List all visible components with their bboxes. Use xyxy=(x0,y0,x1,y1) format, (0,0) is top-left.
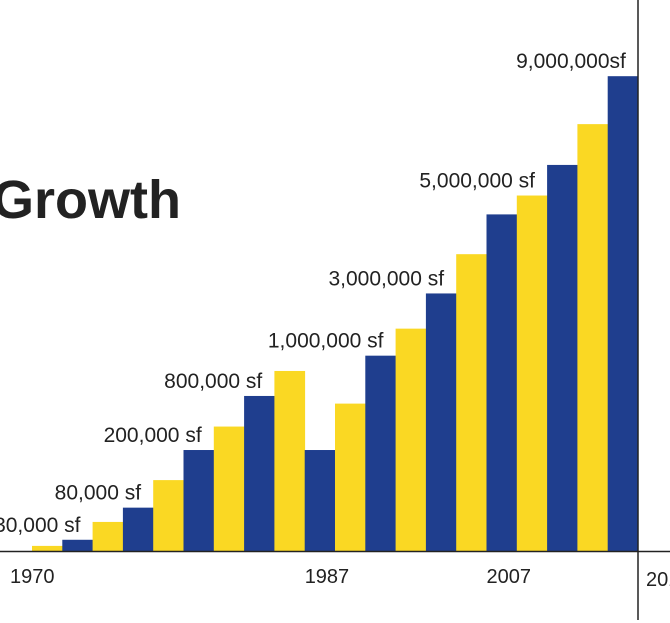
annotation-2: 200,000 sf xyxy=(104,424,202,447)
bar-8 xyxy=(274,370,306,551)
bars-group xyxy=(32,76,639,551)
annotation-3: 800,000 sf xyxy=(164,370,262,393)
bar-14 xyxy=(456,254,487,551)
x-tick-1970: 1970 xyxy=(10,566,55,588)
bar-13 xyxy=(425,293,457,551)
bar-5 xyxy=(183,450,215,551)
bar-15 xyxy=(486,214,518,551)
bar-2 xyxy=(92,521,124,551)
annotation-4: 1,000,000 sf xyxy=(268,330,384,353)
x-ticks-group: 1970 1987 2007 2019 xyxy=(10,566,670,591)
bar-17 xyxy=(547,164,578,551)
x-tick-2007: 2007 xyxy=(487,566,532,588)
bar-11 xyxy=(365,355,396,551)
x-tick-1987: 1987 xyxy=(305,566,350,588)
annotation-1: 80,000 sf xyxy=(55,482,142,505)
bar-19 xyxy=(607,76,639,551)
annotation-6: 5,000,000 sf xyxy=(419,170,535,193)
bar-3 xyxy=(122,507,154,551)
bar-10 xyxy=(335,403,366,551)
annotation-5: 3,000,000 sf xyxy=(328,267,444,290)
x-tick-2019: 2019 xyxy=(646,569,670,591)
bar-18 xyxy=(577,124,609,551)
bar-4 xyxy=(153,480,184,551)
annotation-0: 30,000 sf xyxy=(0,514,81,537)
bar-12 xyxy=(395,328,427,551)
annotation-7: 9,000,000sf xyxy=(516,50,626,73)
bar-0 xyxy=(32,545,63,551)
annotations-group: 30,000 sf 80,000 sf 200,000 sf 800,000 sf 1,… xyxy=(0,50,626,537)
bar-7 xyxy=(244,395,275,551)
bar-6 xyxy=(213,426,245,551)
bar-9 xyxy=(304,450,336,551)
chart-title: Growth xyxy=(0,170,181,230)
bar-16 xyxy=(516,195,548,551)
bar-1 xyxy=(62,539,93,551)
